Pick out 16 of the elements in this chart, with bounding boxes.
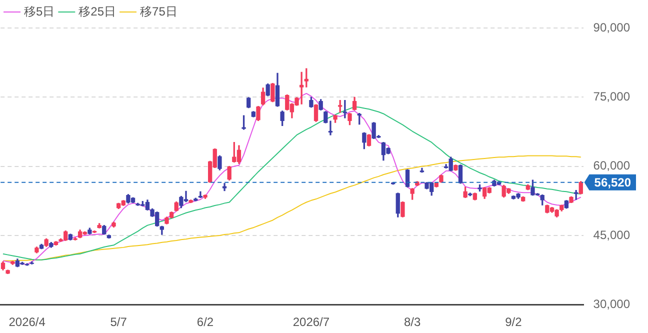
y-tick-label: 30,000: [593, 296, 630, 311]
x-tick-label: 8/3: [404, 315, 421, 330]
legend-label: 移75日: [140, 4, 178, 18]
y-tick-label: 45,000: [593, 228, 630, 242]
y-tick-label: 90,000: [593, 20, 630, 34]
y-tick-label: 75,000: [593, 89, 630, 104]
x-tick-label: 5/7: [110, 315, 128, 330]
y-tick-label: 60,000: [593, 158, 630, 173]
x-tick-label: 9/2: [505, 315, 522, 330]
legend-label: 移25日: [78, 4, 116, 18]
ref-line-label: 56,520: [594, 176, 632, 190]
legend-label: 移5日: [24, 4, 55, 18]
x-tick-label: 6/2: [196, 315, 214, 330]
candlestick: [242, 115, 246, 130]
x-tick-label: 2026/4: [8, 315, 46, 330]
x-tick-label: 2026/7: [292, 315, 330, 330]
